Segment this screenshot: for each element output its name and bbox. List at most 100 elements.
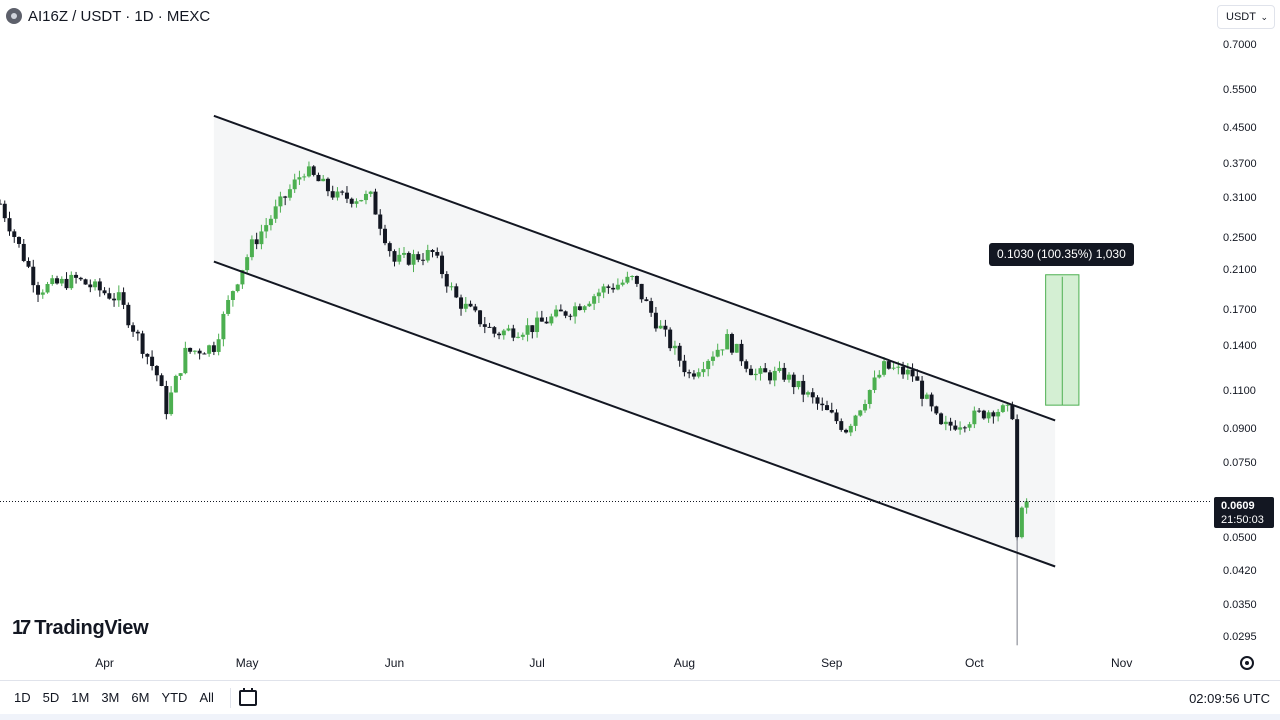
symbol-header[interactable]: AI16Z / USDT · 1D · MEXC [6, 6, 210, 26]
price-tick-label: 0.2500 [1223, 231, 1257, 244]
range-3m-button[interactable]: 3M [101, 690, 120, 705]
last-price-badge: 0.0609 21:50:03 [1214, 497, 1274, 528]
candle-down [112, 298, 117, 301]
candle-down [150, 356, 155, 366]
gear-icon[interactable] [1240, 656, 1254, 670]
candle-down [1015, 419, 1020, 538]
calendar-goto-icon[interactable] [238, 688, 257, 706]
time-tick-label: Jul [529, 656, 545, 670]
tradingview-logo-icon: 17 [12, 617, 31, 639]
candle-up [169, 392, 174, 415]
price-tick-label: 0.0350 [1223, 598, 1257, 611]
candle-up [292, 179, 297, 190]
candle-down [202, 353, 207, 355]
range-6m-button[interactable]: 6M [131, 690, 150, 705]
candle-up [554, 309, 559, 317]
currency-selector[interactable]: USDT ⌄ [1217, 5, 1275, 29]
candle-up [207, 345, 212, 354]
candle-up [226, 300, 231, 314]
candle-up [658, 325, 663, 329]
time-tick-label: Oct [965, 656, 984, 670]
time-tick-label: Nov [1111, 656, 1133, 670]
candle-down [844, 429, 849, 433]
candle-up [786, 374, 791, 380]
candle-up [363, 193, 368, 201]
candle-down [939, 413, 944, 425]
candle-up [216, 339, 221, 352]
candle-down [7, 218, 12, 232]
candle-down [744, 361, 749, 369]
candle-up [958, 427, 963, 430]
candle-down [953, 425, 958, 430]
candle-up [359, 200, 364, 202]
candle-up [525, 325, 530, 335]
price-tick-label: 0.5500 [1223, 84, 1257, 97]
range-5d-button[interactable]: 5D [42, 690, 60, 705]
candle-up [463, 303, 468, 309]
candle-up [891, 367, 896, 369]
range-ytd-button[interactable]: YTD [161, 690, 188, 705]
candle-down [78, 277, 83, 280]
candle-up [753, 373, 758, 376]
candle-down [962, 427, 967, 429]
candle-up [302, 176, 307, 178]
utc-clock[interactable]: 02:09:56 UTC [1189, 690, 1270, 706]
candle-up [516, 336, 521, 338]
candle-up [549, 316, 554, 324]
candle-up [758, 368, 763, 374]
range-1d-button[interactable]: 1D [14, 690, 31, 705]
candle-down [31, 266, 36, 286]
coin-logo-icon [6, 8, 22, 24]
candle-down [478, 310, 483, 325]
toolbar-divider [229, 688, 231, 708]
tradingview-logo[interactable]: 17 TradingView [12, 617, 149, 640]
candle-down [886, 361, 891, 369]
candle-down [102, 290, 107, 294]
candle-down [492, 327, 497, 334]
candle-up [986, 412, 991, 419]
candle-down [791, 374, 796, 388]
candle-up [701, 369, 706, 373]
candle-down [325, 178, 330, 192]
candle-down [107, 293, 112, 299]
candle-down [135, 331, 140, 334]
candle-down [159, 375, 164, 386]
candle-down [378, 214, 383, 229]
candle-up [896, 366, 901, 368]
candle-down [382, 228, 387, 244]
candle-up [967, 424, 972, 428]
price-tick-label: 0.2100 [1223, 264, 1257, 277]
candle-up [173, 375, 178, 393]
candle-down [634, 275, 639, 284]
candle-up [630, 275, 635, 277]
candle-down [829, 410, 834, 413]
candle-down [568, 315, 573, 317]
range-1m-button[interactable]: 1M [71, 690, 90, 705]
candle-down [340, 191, 345, 193]
candle-up [734, 343, 739, 353]
candle-down [330, 191, 335, 198]
candle-down [839, 421, 844, 430]
candle-up [425, 250, 430, 261]
candle-up [321, 178, 326, 182]
candle-up [249, 239, 254, 258]
candle-up [230, 291, 235, 301]
candle-up [720, 349, 725, 351]
candle-up [872, 377, 877, 391]
candle-down [97, 281, 102, 291]
candle-down [815, 397, 820, 404]
candle-up [592, 296, 597, 304]
candle-down [649, 301, 654, 313]
candle-up [706, 360, 711, 370]
candle-down [682, 360, 687, 373]
price-tick-label: 0.4500 [1223, 121, 1257, 134]
candle-down [254, 239, 259, 245]
range-all-button[interactable]: All [199, 690, 214, 705]
bar-countdown: 21:50:03 [1221, 514, 1264, 526]
channel-upper-line [213, 114, 1056, 422]
candle-up [116, 292, 121, 301]
candle-up [273, 206, 278, 219]
price-tick-label: 0.1400 [1223, 339, 1257, 352]
candle-up [615, 284, 620, 290]
